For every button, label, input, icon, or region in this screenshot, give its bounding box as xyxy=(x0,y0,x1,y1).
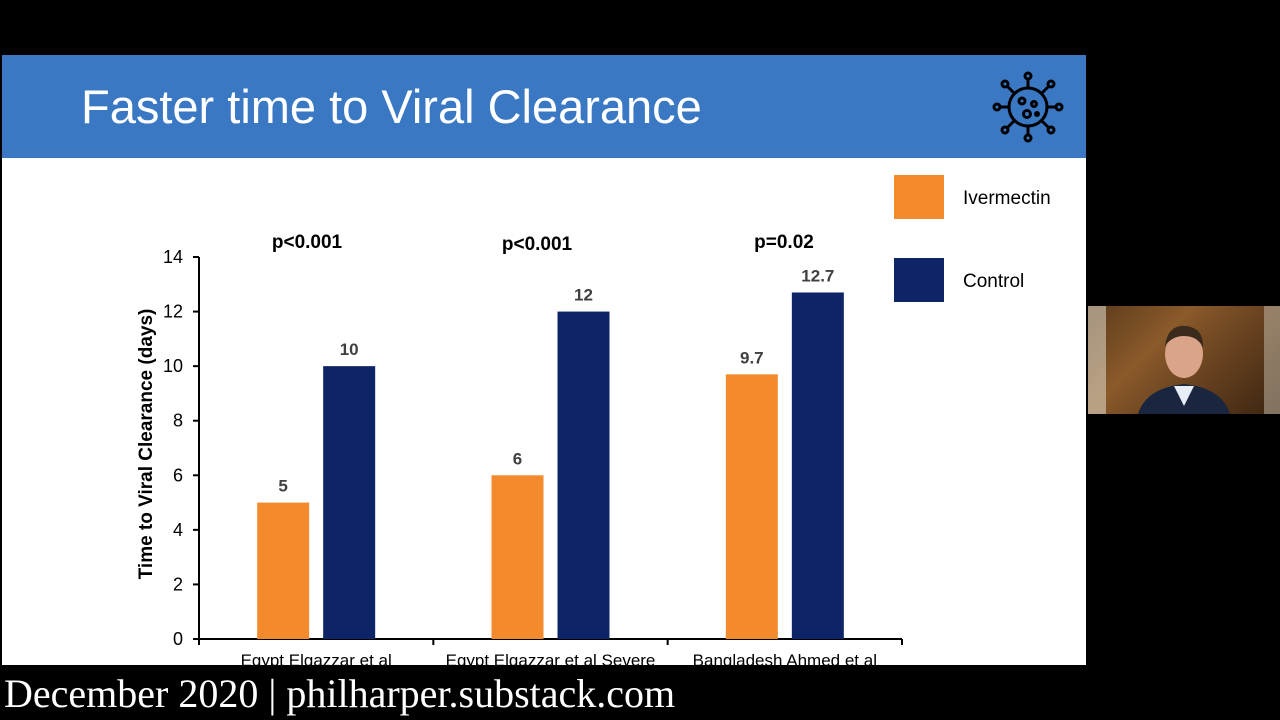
legend-swatch-control xyxy=(894,258,944,302)
data-label: 9.7 xyxy=(740,348,764,367)
bar-control-2 xyxy=(791,292,844,639)
y-tick-label: 6 xyxy=(173,465,183,485)
slide: Faster time to Viral Clearance 0 2 4 6 8 10 12… xyxy=(2,55,1086,665)
y-tick-label: 8 xyxy=(173,411,183,431)
data-label: 12 xyxy=(574,286,593,305)
y-tick-label: 14 xyxy=(163,247,183,267)
category-label: Egypt Elgazzar et al Severe xyxy=(446,651,656,665)
y-tick-label: 0 xyxy=(173,629,183,649)
p-value-annotation: p=0.02 xyxy=(754,232,814,253)
p-value-annotation: p<0.001 xyxy=(272,232,343,253)
legend-label-ivermectin: Ivermectin xyxy=(963,188,1051,209)
bar-control-1 xyxy=(557,311,610,639)
slide-header: Faster time to Viral Clearance xyxy=(2,55,1086,158)
legend-label-control: Control xyxy=(963,271,1024,292)
bar-ivermectin-2 xyxy=(725,374,778,639)
y-tick-label: 2 xyxy=(173,574,183,594)
data-label: 6 xyxy=(513,449,522,468)
y-axis-title: Time to Viral Clearance (days) xyxy=(136,309,157,580)
presenter-silhouette xyxy=(1088,306,1280,414)
slide-title: Faster time to Viral Clearance xyxy=(81,80,702,133)
bar-ivermectin-1 xyxy=(491,475,544,639)
footer-caption: December 2020 | philharper.substack.com xyxy=(4,671,676,716)
data-label: 10 xyxy=(340,340,359,359)
y-tick-label: 12 xyxy=(163,302,183,322)
virus-icon xyxy=(992,71,1064,143)
legend-swatch-ivermectin xyxy=(894,175,944,219)
y-tick-label: 4 xyxy=(173,520,183,540)
webcam-video xyxy=(1088,306,1280,414)
p-value-annotation: p<0.001 xyxy=(502,234,573,255)
data-label: 5 xyxy=(278,477,287,496)
bar-chart: 0 2 4 6 8 10 12 14 Time to Viral Clearance (days… xyxy=(136,175,1051,665)
y-tick-label: 10 xyxy=(163,356,183,376)
bar-ivermectin-0 xyxy=(257,502,310,639)
data-label: 12.7 xyxy=(801,266,834,285)
bar-control-0 xyxy=(323,366,376,639)
category-label: Egypt Elgazzar et al xyxy=(241,651,392,665)
category-label: Bangladesh Ahmed et al xyxy=(693,651,877,665)
